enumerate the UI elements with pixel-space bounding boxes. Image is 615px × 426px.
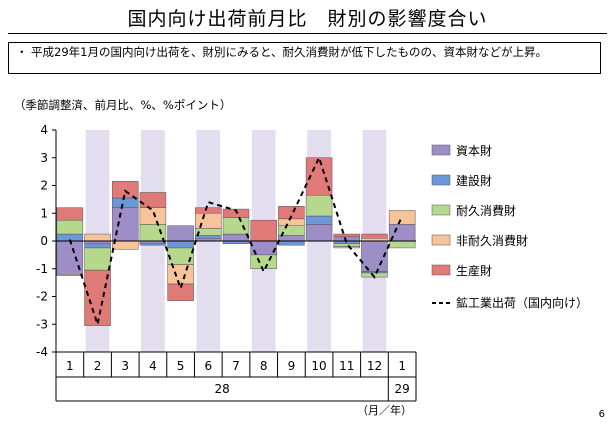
legend-label: 鉱工業出荷（国内向け）: [456, 295, 588, 310]
bar-segment: [305, 215, 333, 225]
bar-segment: [139, 207, 167, 225]
legend-label: 資本財: [456, 143, 492, 158]
y-tick-label: -4: [36, 345, 48, 359]
summary-note: ・ 平成29年1月の国内向け出荷を、財別にみると、耐久消費財が低下したものの、資…: [8, 42, 601, 74]
bar-segment: [278, 218, 305, 226]
x-tick-label: 4: [149, 359, 157, 373]
legend-swatch: [431, 174, 451, 186]
bar-segment: [56, 240, 84, 275]
x-tick-label: 5: [177, 359, 185, 373]
legend-swatch: [431, 204, 451, 216]
x-tick-label: 10: [311, 359, 326, 373]
y-tick-label: 1: [40, 206, 48, 220]
bar-segment: [139, 192, 167, 208]
title-underline: [8, 33, 607, 34]
bar-segment: [195, 235, 222, 239]
bar-segment: [84, 269, 111, 326]
bar-segment: [305, 224, 333, 242]
bar-segment: [111, 197, 139, 208]
x-tick-label: 1: [66, 359, 74, 373]
bar-segment: [333, 233, 361, 238]
bar-segment: [56, 219, 84, 235]
x-tick-label: 6: [204, 359, 212, 373]
legend-swatch: [431, 144, 451, 156]
bar-segment: [139, 243, 167, 246]
legend-label: 耐久消費財: [456, 203, 516, 218]
year-label: 28: [215, 382, 230, 396]
bar-segment: [250, 254, 277, 269]
bar-segment: [388, 240, 416, 249]
x-tick-label: 7: [232, 359, 240, 373]
y-tick-label: -2: [36, 290, 48, 304]
bar-segment: [333, 246, 361, 249]
x-tick-label: 12: [367, 359, 382, 373]
legend-label: 非耐久消費財: [456, 233, 528, 248]
year-label: 29: [395, 382, 410, 396]
bar-segment: [111, 240, 139, 250]
bar-segment: [167, 283, 194, 301]
bar-segment: [222, 233, 250, 242]
bar-segment: [222, 208, 250, 218]
y-tick-label: 4: [40, 123, 48, 137]
y-tick-label: -1: [36, 262, 48, 276]
y-tick-label: 0: [40, 234, 48, 248]
bar-segment: [56, 207, 84, 221]
x-tick-label: 9: [288, 359, 296, 373]
bar-segment: [361, 233, 388, 239]
bar-segment: [250, 219, 277, 242]
bar-segment: [84, 233, 111, 242]
x-tick-label: 8: [260, 359, 268, 373]
bar-segment: [333, 236, 361, 242]
bar-segment: [84, 243, 111, 249]
x-tick-label: 3: [121, 359, 129, 373]
x-tick-label: 2: [94, 359, 102, 373]
legend-swatch: [431, 234, 451, 246]
legend-swatch: [431, 264, 451, 276]
bar-segment: [56, 274, 84, 276]
page-number: 6: [598, 409, 605, 420]
bar-segment: [167, 264, 194, 285]
x-unit-label: （月／年）: [357, 403, 412, 417]
legend-label: 生産財: [456, 263, 492, 278]
bar-segment: [222, 217, 250, 235]
note-text: 平成29年1月の国内向け出荷を、財別にみると、耐久消費財が低下したものの、資本財…: [31, 45, 547, 59]
bar-segment: [305, 194, 333, 217]
y-tick-label: 2: [40, 179, 48, 193]
bar-segment: [111, 181, 139, 199]
bar-segment: [167, 225, 194, 242]
bar-segment: [278, 206, 305, 220]
y-tick-label: 3: [40, 151, 48, 165]
bar-segment: [84, 247, 111, 271]
legend-label: 建設財: [456, 173, 492, 188]
units-label: （季節調整済、前月比、%、%ポイント）: [14, 98, 232, 112]
x-tick-label: 1: [398, 359, 406, 373]
bar-segment: [388, 210, 416, 225]
x-tick-label: 11: [339, 359, 354, 373]
y-tick-label: -3: [36, 317, 48, 331]
page-title: 国内向け出荷前月比 財別の影響度合い: [127, 8, 488, 30]
bar-segment: [195, 213, 222, 229]
bar-segment: [195, 207, 222, 214]
bar-segment: [333, 243, 361, 247]
bar-segment: [111, 207, 139, 242]
bar-segment: [278, 240, 305, 246]
note-bullet: ・: [16, 45, 28, 59]
bar-segment: [167, 240, 194, 249]
